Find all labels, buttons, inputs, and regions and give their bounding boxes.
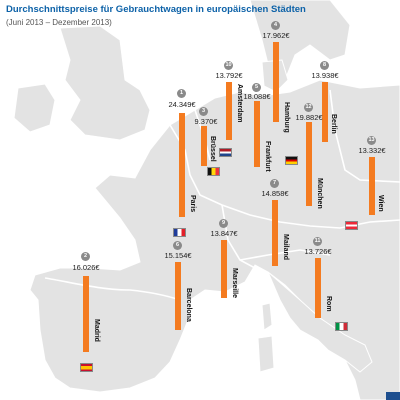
flag-france-icon — [173, 228, 186, 237]
price-bar — [175, 262, 181, 330]
price-bar — [369, 157, 375, 215]
rank-badge: 5 — [252, 83, 261, 92]
page-title: Durchschnittspreise für Gebrauchtwagen i… — [6, 4, 306, 15]
landmass-corsica — [261, 302, 273, 331]
price-bar — [221, 240, 227, 298]
rank-badge: 9 — [219, 219, 228, 228]
city-label: Mailand — [282, 234, 289, 261]
rank-badge: 4 — [271, 21, 280, 30]
flag-austria-icon — [345, 221, 358, 230]
price-label: 14.858€ — [261, 189, 289, 198]
rank-badge: 1 — [177, 89, 186, 98]
publisher-logo-corner — [386, 392, 400, 400]
flag-germany-icon — [285, 156, 298, 165]
city-label: Berlin — [330, 114, 337, 134]
price-label: 9.370€ — [194, 117, 218, 126]
price-bar — [83, 276, 89, 352]
landmass-britain — [59, 25, 151, 141]
price-label: 13.332€ — [358, 146, 386, 155]
rank-badge: 8 — [320, 61, 329, 70]
price-label: 18.088€ — [243, 92, 271, 101]
rank-badge: 11 — [313, 237, 322, 246]
rank-badge: 7 — [270, 179, 279, 188]
city-label: Brüssel — [209, 136, 216, 162]
price-bar — [272, 200, 278, 266]
city-label: Frankfurt — [264, 141, 271, 172]
price-label: 19.882€ — [295, 113, 323, 122]
city-label: Madrid — [93, 319, 100, 342]
price-label: 24.349€ — [168, 100, 196, 109]
price-label: 13.792€ — [215, 71, 243, 80]
price-bar — [201, 126, 207, 166]
rank-badge: 3 — [199, 107, 208, 116]
price-label: 13.726€ — [304, 247, 332, 256]
price-bar — [322, 82, 328, 142]
price-bar — [306, 122, 312, 206]
flag-spain-icon — [80, 363, 93, 372]
page-subtitle: (Juni 2013 – Dezember 2013) — [6, 18, 112, 27]
price-bar — [273, 42, 279, 122]
rank-badge: 6 — [173, 241, 182, 250]
city-label: Marseille — [231, 268, 238, 298]
rank-badge: 2 — [81, 252, 90, 261]
landmass-sardinia — [257, 335, 275, 373]
price-bar — [315, 258, 321, 318]
price-label: 13.938€ — [311, 71, 339, 80]
price-label: 13.847€ — [210, 229, 238, 238]
price-bar — [226, 82, 232, 140]
rank-badge: 12 — [304, 103, 313, 112]
city-label: Wien — [377, 195, 384, 212]
city-label: Amsterdam — [236, 84, 243, 123]
landmass-ireland — [13, 83, 56, 133]
flag-netherlands-icon — [219, 148, 232, 157]
price-label: 17.962€ — [262, 31, 290, 40]
country-borders — [44, 89, 400, 301]
city-label: Barcelona — [185, 288, 192, 322]
price-label: 16.026€ — [72, 263, 100, 272]
price-label: 15.154€ — [164, 251, 192, 260]
rank-badge: 13 — [367, 136, 376, 145]
rank-badge: 10 — [224, 61, 233, 70]
price-bar — [179, 113, 185, 217]
city-label: München — [316, 178, 323, 209]
price-bar — [254, 101, 260, 167]
flag-italy-icon — [335, 322, 348, 331]
city-label: Hamburg — [283, 102, 290, 133]
landmass-italy — [267, 271, 373, 373]
flag-belgium-icon — [207, 167, 220, 176]
city-label: Paris — [189, 195, 196, 213]
city-label: Rom — [325, 296, 332, 312]
